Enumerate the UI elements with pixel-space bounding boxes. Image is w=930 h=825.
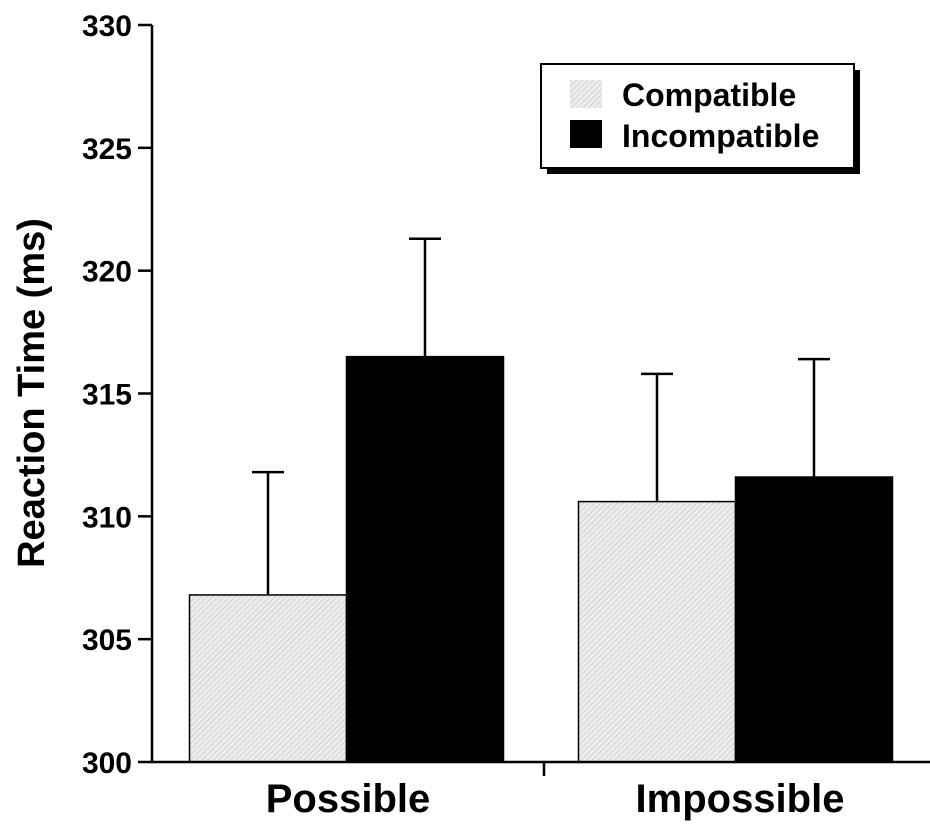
legend-label-compatible: Compatible <box>622 77 796 113</box>
legend: Compatible Incompatible <box>540 63 860 174</box>
x-tick-label-possible: Possible <box>266 777 431 821</box>
bar-compatible-possible <box>188 594 348 763</box>
y-tick-label: 320 <box>82 256 132 289</box>
bars <box>188 355 894 763</box>
y-tick-label: 315 <box>82 379 132 412</box>
bar-incompatible-possible <box>345 355 505 763</box>
y-tick-label: 325 <box>82 133 132 166</box>
bar-compatible-impossible <box>577 500 737 763</box>
legend-label-incompatible: Incompatible <box>622 118 819 154</box>
legend-swatch-compatible <box>570 80 602 108</box>
y-tick-label: 330 <box>82 10 132 43</box>
y-axis-ticks: 300 305 310 315 320 325 330 <box>82 10 152 780</box>
y-tick-label: 300 <box>82 747 132 780</box>
legend-swatch-incompatible <box>570 120 602 148</box>
x-tick-label-impossible: Impossible <box>636 777 845 821</box>
y-axis-title: Reaction Time (ms) <box>11 218 53 568</box>
bar-incompatible-impossible <box>734 476 894 763</box>
y-tick-label: 305 <box>82 624 132 657</box>
error-bars <box>252 237 830 595</box>
y-tick-label: 310 <box>82 501 132 534</box>
